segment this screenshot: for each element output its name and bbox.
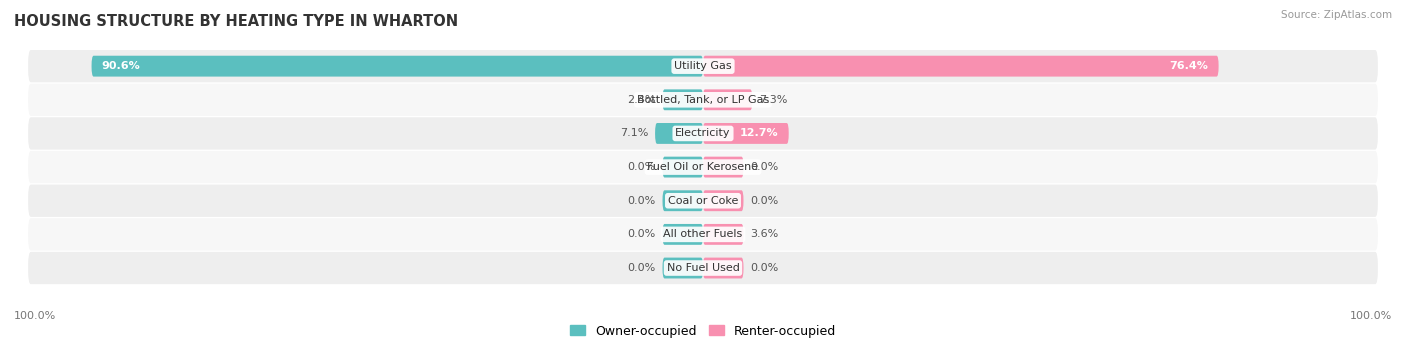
- Text: Utility Gas: Utility Gas: [675, 61, 731, 71]
- Text: All other Fuels: All other Fuels: [664, 229, 742, 239]
- Text: 3.6%: 3.6%: [751, 229, 779, 239]
- Text: 7.1%: 7.1%: [620, 129, 648, 138]
- Text: Fuel Oil or Kerosene: Fuel Oil or Kerosene: [647, 162, 759, 172]
- FancyBboxPatch shape: [28, 117, 1378, 150]
- Text: Bottled, Tank, or LP Gas: Bottled, Tank, or LP Gas: [637, 95, 769, 105]
- Text: Source: ZipAtlas.com: Source: ZipAtlas.com: [1281, 10, 1392, 20]
- Text: 0.0%: 0.0%: [751, 196, 779, 206]
- Text: 90.6%: 90.6%: [101, 61, 141, 71]
- FancyBboxPatch shape: [28, 218, 1378, 251]
- FancyBboxPatch shape: [28, 50, 1378, 82]
- FancyBboxPatch shape: [703, 123, 789, 144]
- Text: 0.0%: 0.0%: [751, 263, 779, 273]
- FancyBboxPatch shape: [703, 257, 744, 279]
- Text: 0.0%: 0.0%: [627, 196, 655, 206]
- FancyBboxPatch shape: [703, 224, 744, 245]
- Text: 2.4%: 2.4%: [627, 95, 655, 105]
- Text: 0.0%: 0.0%: [627, 263, 655, 273]
- Text: 76.4%: 76.4%: [1170, 61, 1209, 71]
- FancyBboxPatch shape: [28, 252, 1378, 284]
- Text: HOUSING STRUCTURE BY HEATING TYPE IN WHARTON: HOUSING STRUCTURE BY HEATING TYPE IN WHA…: [14, 14, 458, 29]
- FancyBboxPatch shape: [662, 224, 703, 245]
- Text: 12.7%: 12.7%: [740, 129, 779, 138]
- Text: 0.0%: 0.0%: [751, 162, 779, 172]
- Text: 100.0%: 100.0%: [1350, 311, 1392, 321]
- Text: 7.3%: 7.3%: [759, 95, 787, 105]
- FancyBboxPatch shape: [91, 56, 703, 77]
- Text: Electricity: Electricity: [675, 129, 731, 138]
- FancyBboxPatch shape: [703, 157, 744, 178]
- FancyBboxPatch shape: [703, 190, 744, 211]
- Text: 100.0%: 100.0%: [14, 311, 56, 321]
- FancyBboxPatch shape: [655, 123, 703, 144]
- FancyBboxPatch shape: [703, 56, 1219, 77]
- FancyBboxPatch shape: [662, 157, 703, 178]
- Text: Coal or Coke: Coal or Coke: [668, 196, 738, 206]
- Text: 0.0%: 0.0%: [627, 162, 655, 172]
- Text: 0.0%: 0.0%: [627, 229, 655, 239]
- FancyBboxPatch shape: [662, 89, 703, 110]
- FancyBboxPatch shape: [28, 151, 1378, 183]
- Legend: Owner-occupied, Renter-occupied: Owner-occupied, Renter-occupied: [565, 320, 841, 341]
- FancyBboxPatch shape: [703, 89, 752, 110]
- FancyBboxPatch shape: [662, 190, 703, 211]
- FancyBboxPatch shape: [28, 84, 1378, 116]
- FancyBboxPatch shape: [662, 257, 703, 279]
- FancyBboxPatch shape: [28, 184, 1378, 217]
- Text: No Fuel Used: No Fuel Used: [666, 263, 740, 273]
